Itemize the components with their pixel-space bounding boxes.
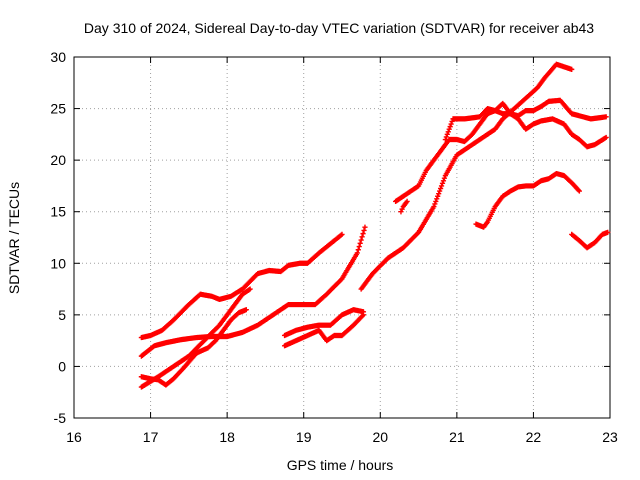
data-point [603,114,609,120]
data-point [355,247,361,253]
data-point [338,232,344,238]
data-point [354,250,360,256]
data-point [362,224,368,230]
data-point [569,66,575,72]
x-tick-label: 18 [219,429,235,445]
data-point [445,129,451,135]
y-tick-label: 10 [50,255,66,271]
data-point [444,131,450,137]
data-point [435,193,441,199]
data-point [605,229,611,235]
data-series [281,307,367,339]
data-point [357,240,363,246]
axis-ticks [73,56,611,419]
x-tick-labels: 16 17 18 19 20 21 22 23 [66,429,618,445]
x-tick-label: 20 [372,429,388,445]
x-tick-label: 22 [526,429,542,445]
y-tick-label: 15 [50,204,66,220]
x-tick-label: 17 [143,429,159,445]
data-point [359,313,366,319]
data-point [575,187,582,193]
y-tick-label: -5 [54,410,67,426]
data-point [360,312,367,318]
data-point [447,124,453,130]
data-point [603,134,609,141]
plot-frame [73,56,611,419]
data-point [448,121,454,127]
y-tick-label: 20 [50,152,66,168]
x-axis-label: GPS time / hours [287,457,394,473]
chart-title: Day 310 of 2024, Sidereal Day-to-day VTE… [84,20,594,36]
data-series [281,312,367,349]
data-point [438,183,445,189]
data-point [432,201,438,207]
data-point [442,136,448,143]
data-point [440,178,447,184]
y-tick-label: 5 [58,307,66,323]
x-tick-label: 16 [66,429,82,445]
x-tick-label: 21 [449,429,465,445]
data-point [358,237,364,243]
data-point [441,175,448,181]
data-series [398,198,410,215]
data-series [138,286,253,390]
data-point [436,191,442,197]
data-series [473,170,582,230]
data-point [446,126,452,132]
data-series [358,61,575,292]
y-tick-labels: -5 0 5 10 15 20 25 30 [50,49,66,426]
data-point [431,203,437,210]
data-point [437,185,444,192]
y-tick-label: 30 [50,49,66,65]
x-tick-label: 19 [296,429,312,445]
data-point [361,227,367,234]
plot-points [138,61,611,390]
data-point [404,198,410,204]
data-series [442,100,609,150]
data-point [437,188,443,194]
data-point [360,231,366,237]
y-axis-label: SDTVAR / TECUs [6,182,22,294]
data-point [247,286,253,292]
data-point [339,231,345,238]
data-point [434,196,440,202]
y-tick-label: 0 [58,358,66,374]
data-point [576,188,582,194]
data-point [439,180,446,186]
data-point [243,307,249,313]
data-series [569,229,611,251]
data-series [393,97,609,204]
data-point [433,198,439,204]
data-point [356,243,362,250]
data-point [443,134,449,140]
data-point [359,234,365,240]
data-series [138,224,368,359]
data-series [138,231,345,341]
x-tick-label: 23 [602,429,618,445]
y-tick-label: 25 [50,101,66,117]
